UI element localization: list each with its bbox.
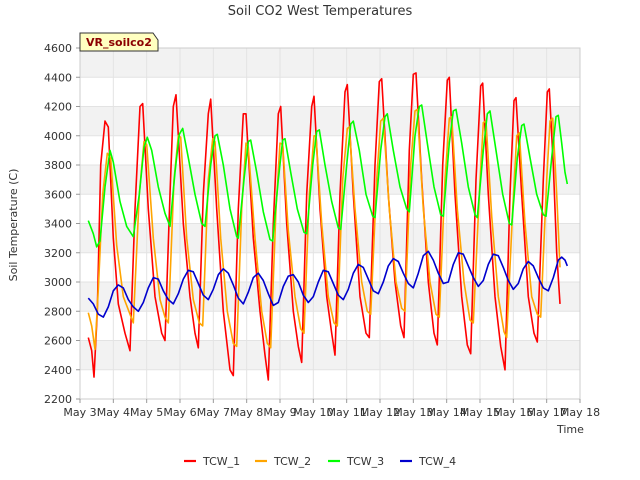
x-tick-label: May 5 — [130, 406, 163, 419]
y-tick-label: 3200 — [44, 247, 72, 260]
legend: TCW_1 TCW_2 TCW_3 TCW_4 — [184, 455, 456, 468]
x-tick-label: May 15 — [460, 406, 500, 419]
x-tick-label: May 6 — [163, 406, 196, 419]
series-lines — [87, 72, 569, 381]
legend-label: TCW_4 — [418, 455, 456, 468]
x-tick-label: May 3 — [63, 406, 96, 419]
plot-band — [80, 340, 580, 370]
x-tick-label: May 17 — [527, 406, 567, 419]
y-tick-label: 2800 — [44, 305, 72, 318]
series-line-tcw-4 — [87, 250, 569, 318]
x-tick-label: May 16 — [493, 406, 533, 419]
series-line-tcw-3 — [87, 104, 569, 248]
plot-band — [80, 48, 580, 78]
plot-band — [80, 223, 580, 253]
x-tick-label: May 14 — [427, 406, 467, 419]
x-tick-label: May 10 — [293, 406, 333, 419]
y-tick-label: 3000 — [44, 276, 72, 289]
plot-band — [80, 369, 580, 399]
x-tick-label: May 11 — [327, 406, 367, 419]
x-tick-label: May 4 — [97, 406, 130, 419]
plot-band — [80, 77, 580, 107]
legend-label: TCW_3 — [346, 455, 384, 468]
x-axis-label: Time — [556, 423, 584, 436]
x-tick-label: May 7 — [197, 406, 230, 419]
series-line-tcw-1 — [87, 72, 561, 381]
y-tick-label: 4200 — [44, 101, 72, 114]
badge-label: VR_soilco2 — [86, 36, 152, 49]
y-axis-ticks: 2200 2400 2600 2800 3000 3200 3400 3600 3800 4000… — [44, 42, 80, 406]
site-badge: VR_soilco2 — [79, 32, 159, 52]
y-tick-label: 2200 — [44, 393, 72, 406]
y-tick-label: 4600 — [44, 42, 72, 55]
x-tick-label: May 9 — [263, 406, 296, 419]
plot-band — [80, 106, 580, 136]
y-tick-label: 3600 — [44, 188, 72, 201]
y-tick-label: 2600 — [44, 335, 72, 348]
x-tick-label: May 18 — [560, 406, 600, 419]
badge-box — [79, 32, 159, 52]
y-tick-label: 2400 — [44, 364, 72, 377]
y-tick-label: 3800 — [44, 159, 72, 172]
plot-band — [80, 135, 580, 165]
y-axis-label: Soil Temperature (C) — [7, 169, 20, 282]
x-tick-label: May 8 — [230, 406, 263, 419]
y-tick-label: 4400 — [44, 71, 72, 84]
x-tick-label: May 12 — [360, 406, 400, 419]
chart-title: Soil CO2 West Temperatures — [228, 4, 413, 19]
y-tick-label: 3400 — [44, 218, 72, 231]
x-tick-label: May 13 — [393, 406, 433, 419]
legend-label: TCW_1 — [202, 455, 240, 468]
legend-label: TCW_2 — [273, 455, 311, 468]
plot-band — [80, 194, 580, 224]
series-line-tcw-2 — [87, 108, 561, 351]
y-tick-label: 4000 — [44, 130, 72, 143]
